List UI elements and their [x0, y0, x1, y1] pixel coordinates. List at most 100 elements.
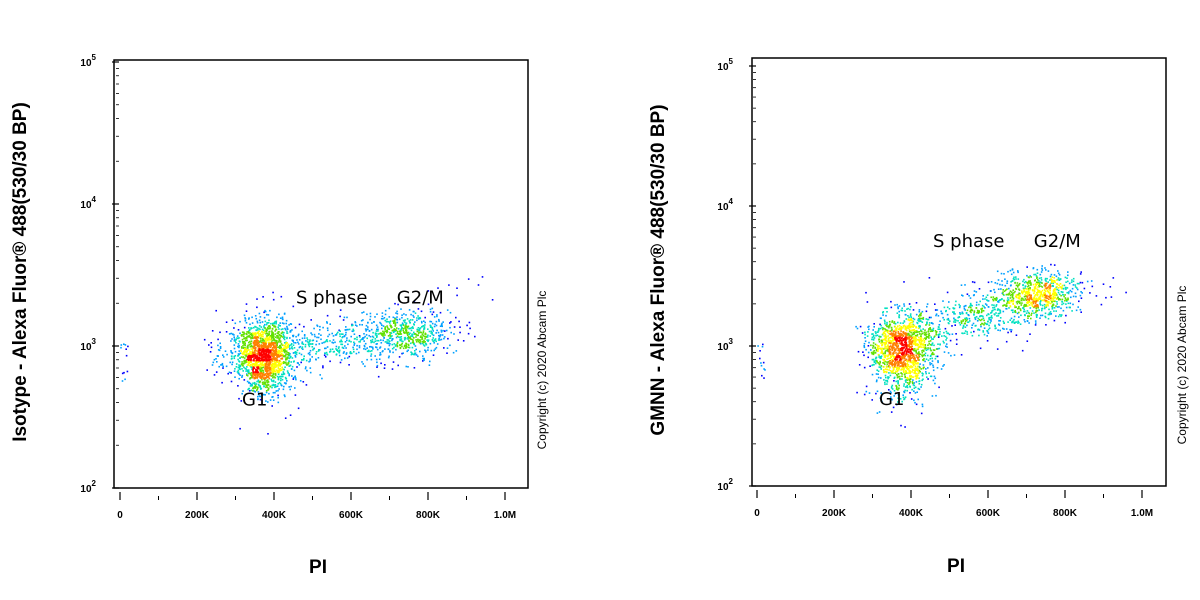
event-dot [1024, 291, 1027, 293]
event-dot [889, 363, 891, 365]
event-dot [891, 384, 894, 387]
event-dot [990, 296, 992, 299]
event-dot [303, 335, 306, 337]
event-dot [1003, 273, 1005, 275]
event-dot [255, 360, 257, 363]
event-dot [230, 340, 232, 342]
event-dot [265, 323, 268, 326]
event-dot [1010, 330, 1012, 333]
event-dot [269, 358, 271, 361]
event-dot [946, 313, 949, 316]
event-dot [879, 317, 882, 319]
event-dot [759, 350, 761, 352]
event-dot [286, 337, 288, 340]
event-dot [894, 344, 897, 346]
event-dot [933, 375, 936, 378]
event-dot [1017, 300, 1020, 303]
event-dot [942, 365, 944, 367]
event-dot [453, 326, 456, 328]
event-dot [273, 322, 276, 324]
event-dot [923, 350, 925, 352]
event-dot [481, 276, 484, 278]
event-dot [963, 332, 966, 334]
event-dot [982, 331, 985, 333]
event-dot [308, 345, 311, 348]
event-dot [1044, 306, 1046, 308]
event-dot [261, 340, 263, 342]
event-dot [406, 332, 409, 335]
event-dot [411, 341, 414, 344]
event-dot [272, 396, 274, 398]
event-dot [276, 339, 278, 342]
event-dot [248, 352, 250, 355]
event-dot [960, 284, 963, 286]
event-dot [259, 398, 262, 401]
event-dot [906, 372, 909, 374]
event-dot [1028, 312, 1031, 315]
event-dot [225, 365, 228, 368]
event-dot [923, 366, 925, 369]
event-dot [278, 388, 280, 390]
event-dot [352, 328, 354, 331]
event-dot [405, 365, 408, 368]
event-dot [959, 305, 961, 307]
event-dot [278, 375, 281, 378]
event-dot [257, 358, 259, 360]
event-dot [907, 315, 909, 317]
event-dot [935, 355, 937, 358]
event-dot [1036, 305, 1038, 307]
event-dot [908, 382, 911, 384]
event-dot [1018, 292, 1020, 295]
event-dot [409, 327, 412, 330]
event-dot [276, 385, 279, 387]
event-dot [436, 329, 438, 332]
event-dot [883, 338, 886, 341]
event-dot [877, 329, 880, 332]
event-dot [925, 334, 927, 336]
event-dot [894, 333, 897, 336]
event-dot [912, 364, 915, 366]
event-dot [283, 345, 286, 347]
event-dot [246, 366, 248, 368]
event-dot [262, 335, 264, 338]
event-dot [880, 342, 882, 345]
event-dot [350, 335, 352, 338]
event-dot [254, 391, 256, 393]
event-dot [921, 310, 924, 313]
event-dot [1033, 292, 1035, 295]
event-dot [297, 341, 299, 344]
event-dot [1075, 309, 1078, 312]
event-dot [256, 327, 259, 329]
event-dot [969, 302, 972, 305]
event-dot [893, 330, 896, 333]
event-dot [247, 347, 249, 349]
event-dot [1039, 302, 1041, 305]
event-dot [881, 351, 884, 353]
event-dot [920, 386, 922, 388]
event-dot [880, 365, 883, 367]
event-dot [411, 352, 413, 354]
event-dot [981, 310, 983, 313]
event-dot [1031, 305, 1034, 308]
event-dot [922, 318, 925, 320]
event-dot [1080, 291, 1082, 293]
event-dot [286, 370, 289, 372]
event-dot [120, 346, 122, 349]
event-dot [264, 310, 267, 313]
event-dot [1033, 297, 1035, 299]
event-dot [893, 363, 895, 366]
event-dot [255, 350, 257, 352]
event-dot [283, 355, 285, 357]
event-dot [374, 355, 376, 357]
event-dot [427, 328, 429, 330]
event-dot [904, 328, 907, 331]
event-dot [278, 338, 281, 341]
event-dot [352, 329, 355, 332]
event-dot [1018, 288, 1020, 290]
event-dot [267, 381, 270, 383]
event-dot [432, 311, 435, 313]
event-dot [885, 334, 887, 337]
event-dot [381, 350, 384, 353]
event-dot [404, 329, 407, 332]
event-dot [922, 343, 925, 345]
